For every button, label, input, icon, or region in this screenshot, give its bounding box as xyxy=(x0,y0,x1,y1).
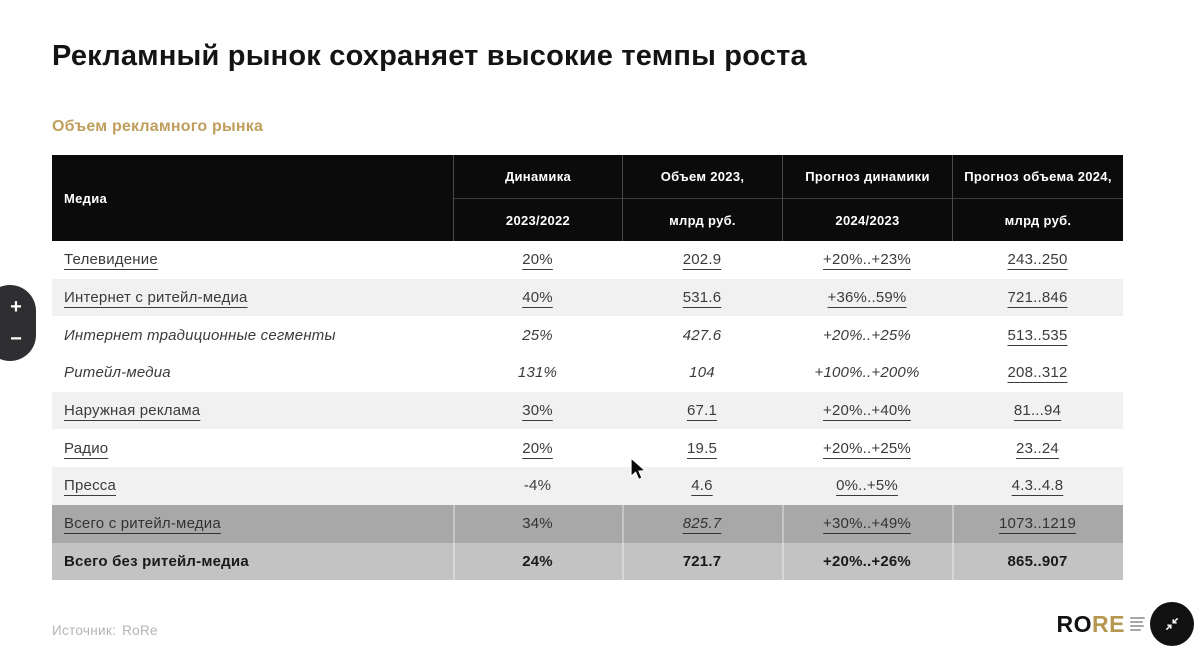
col-header-volume-2023-line1: Объем 2023, xyxy=(660,169,745,184)
table-row: Телевидение 20% 202.9 +20%..+23% 243..250 xyxy=(52,241,1123,279)
row-label[interactable]: Телевидение xyxy=(64,251,158,269)
row-label: Всего без ритейл-медиа xyxy=(64,552,249,570)
cell[interactable]: +20%..+40% xyxy=(823,402,911,420)
row-label: Интернет традиционные сегменты xyxy=(64,326,336,344)
rore-wordmark: RORE xyxy=(1056,610,1125,637)
col-header-media: Медиа xyxy=(64,190,108,206)
cell[interactable]: 23..24 xyxy=(1016,439,1059,457)
row-label[interactable]: Наружная реклама xyxy=(64,402,201,420)
col-header-forecast-dynamics-line2: 2024/2023 xyxy=(783,198,952,241)
table-header: Медиа Динамика 2023/2022 Объем 2023, млр… xyxy=(52,155,1123,241)
cell: 104 xyxy=(689,364,715,382)
cell[interactable]: 4.3..4.8 xyxy=(1011,477,1064,495)
cell[interactable]: 0%..+5% xyxy=(836,477,898,495)
cell: 865..907 xyxy=(952,543,1123,581)
cell: +20%..+25% xyxy=(823,326,911,344)
source-value: RoRe xyxy=(122,623,158,638)
cell[interactable]: 20% xyxy=(522,439,553,457)
cell: 721.7 xyxy=(622,543,782,581)
cell[interactable]: 20% xyxy=(522,251,553,269)
cell[interactable]: 243..250 xyxy=(1007,251,1068,269)
row-label[interactable]: Радио xyxy=(64,439,109,457)
source-label: Источник: xyxy=(52,623,117,638)
zoom-out-button[interactable]: − xyxy=(10,328,22,350)
table-row: Наружная реклама 30% 67.1 +20%..+40% 81...94 xyxy=(52,391,1123,430)
table-body: Телевидение 20% 202.9 +20%..+23% 243..250 Инт… xyxy=(52,241,1123,581)
cell[interactable]: 1073..1219 xyxy=(952,505,1123,543)
cell[interactable]: 30% xyxy=(522,402,553,420)
rore-wordmark-re: RE xyxy=(1092,610,1125,637)
cell: 25% xyxy=(522,326,553,344)
rore-wordmark-ro: RO xyxy=(1056,610,1093,637)
cell[interactable]: 19.5 xyxy=(687,439,717,457)
market-table: Медиа Динамика 2023/2022 Объем 2023, млр… xyxy=(52,155,1123,581)
cell[interactable]: +20%..+25% xyxy=(823,439,911,457)
col-header-forecast-volume-2024-line1: Прогноз объема 2024, xyxy=(964,169,1112,184)
col-header-forecast-volume-2024-line2: млрд руб. xyxy=(953,198,1123,241)
rore-logo: RORE xyxy=(1057,602,1194,646)
cell: 131% xyxy=(517,364,558,382)
cell[interactable]: 721..846 xyxy=(1007,289,1068,307)
col-header-volume-2023-line2: млрд руб. xyxy=(623,198,782,241)
page-title: Рекламный рынок сохраняет высокие темпы … xyxy=(52,40,807,72)
col-header-dynamics-line2: 2023/2022 xyxy=(454,198,622,241)
cell[interactable]: 513..535 xyxy=(1007,326,1068,344)
cell[interactable]: +20%..+23% xyxy=(823,251,911,269)
cell: 34% xyxy=(453,505,622,543)
logo-tagline-lines xyxy=(1130,617,1145,631)
table-row: Интернет с ритейл-медиа 40% 531.6 +36%..59%… xyxy=(52,278,1123,317)
row-label[interactable]: Всего с ритейл-медиа xyxy=(64,515,221,533)
cell[interactable]: 825.7 xyxy=(622,505,782,543)
row-label[interactable]: Пресса xyxy=(64,477,117,495)
source-note: Источник: RoRe xyxy=(52,623,158,638)
cell[interactable]: 81...94 xyxy=(1013,402,1062,420)
section-subtitle: Объем рекламного рынка xyxy=(52,118,264,135)
col-header-dynamics: Динамика 2023/2022 xyxy=(453,155,622,241)
cell[interactable]: 208..312 xyxy=(1007,364,1068,382)
col-header-dynamics-line1: Динамика xyxy=(504,169,572,184)
cell[interactable]: +30%..+49% xyxy=(782,505,952,543)
cell: -4% xyxy=(523,477,552,495)
table-row: Всего с ритейл-медиа 34% 825.7 +30%..+49% 10… xyxy=(52,504,1123,543)
table-row: Радио 20% 19.5 +20%..+25% 23..24 xyxy=(52,429,1123,468)
cell: 24% xyxy=(453,543,622,581)
table-row: Пресса -4% 4.6 0%..+5% 4.3..4.8 xyxy=(52,467,1123,505)
cell: +20%..+26% xyxy=(782,543,952,581)
row-label[interactable]: Интернет с ритейл-медиа xyxy=(64,289,248,307)
table-row: Всего без ритейл-медиа 24% 721.7 +20%..+26%… xyxy=(52,542,1123,581)
cell[interactable]: 4.6 xyxy=(691,477,713,495)
compress-arrows-icon xyxy=(1150,602,1194,646)
cell[interactable]: 67.1 xyxy=(687,402,717,420)
cell[interactable]: 40% xyxy=(522,289,553,307)
col-header-forecast-dynamics-line1: Прогноз динамики xyxy=(805,169,930,184)
table-row: Ритейл-медиа 131% 104 +100%..+200% 208..312 xyxy=(52,354,1123,392)
table-row: Интернет традиционные сегменты 25% 427.6 +2… xyxy=(52,316,1123,355)
cell: 427.6 xyxy=(682,326,722,344)
cell: +100%..+200% xyxy=(814,364,920,382)
zoom-control: + − xyxy=(0,285,36,361)
col-header-forecast-volume-2024: Прогноз объема 2024, млрд руб. xyxy=(952,155,1123,241)
cell[interactable]: 531.6 xyxy=(682,289,722,307)
cell[interactable]: +36%..59% xyxy=(827,289,907,307)
row-label: Ритейл-медиа xyxy=(64,364,171,382)
mouse-cursor xyxy=(630,457,647,481)
col-header-forecast-dynamics: Прогноз динамики 2024/2023 xyxy=(782,155,952,241)
zoom-in-button[interactable]: + xyxy=(10,296,22,318)
col-header-volume-2023: Объем 2023, млрд руб. xyxy=(622,155,782,241)
cell[interactable]: 202.9 xyxy=(682,251,722,269)
